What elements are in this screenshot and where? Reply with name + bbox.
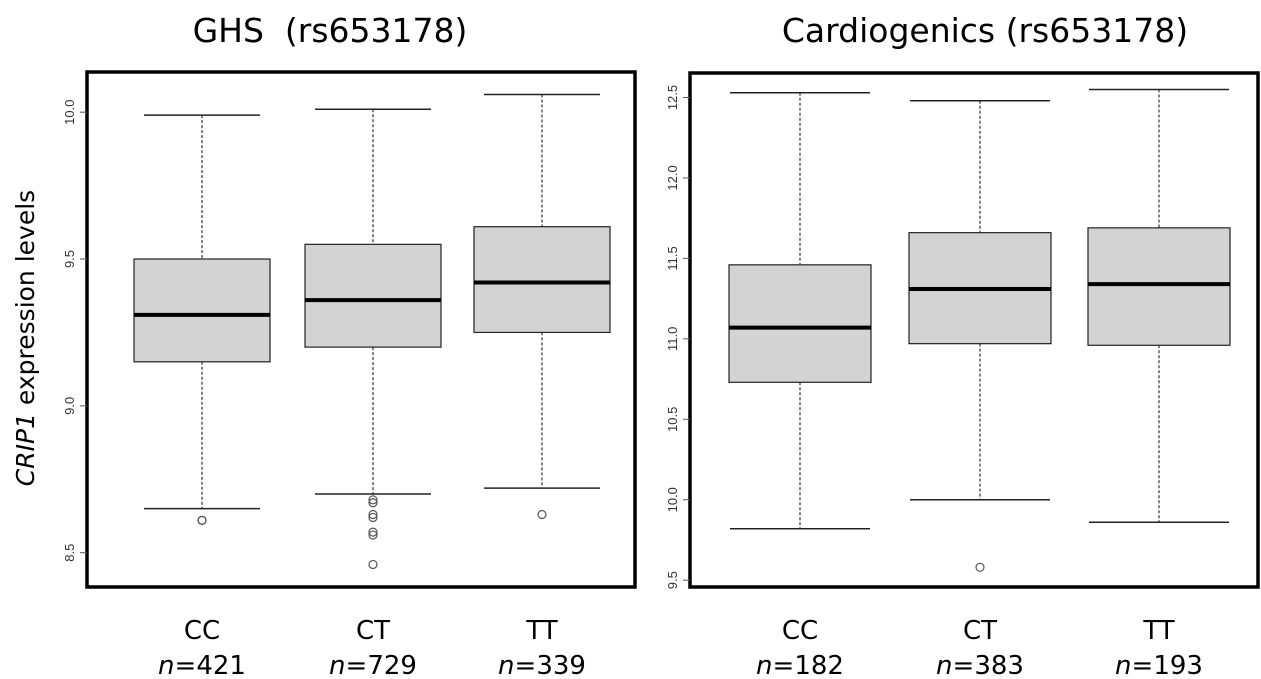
cardiogenics-category-label: CT (963, 616, 997, 646)
ghs-y-tick-label: 8.5 (62, 544, 77, 562)
ghs-sample-size-label: n=729 (329, 651, 417, 679)
cardiogenics-plot-frame (688, 71, 1260, 589)
ghs-outlier-point (368, 498, 378, 508)
cardiogenics-box-ct (908, 99, 1052, 572)
ghs-sample-size-label: n=339 (498, 651, 586, 679)
ghs-panel: GHS (rs653178) 8.59.09.510.0 CCn=421CTn=… (62, 11, 637, 679)
cardiogenics-iqr-box (728, 264, 872, 383)
ghs-boxes (133, 93, 611, 570)
ghs-y-tick-label: 9.0 (62, 397, 77, 415)
cardiogenics-y-axis: 9.5 10.0 10.5 11.0 11.5 12.0 12.5 (665, 85, 690, 589)
ghs-outlier-point (368, 495, 378, 505)
ghs-n-value: =729 (346, 651, 417, 679)
ghs-n-symbol: n (158, 651, 174, 679)
y-axis-label-text: expression levels (11, 190, 40, 413)
cardiogenics-y-tick-label: 12.0 (665, 165, 680, 190)
cardiogenics-sample-size-label: n=383 (936, 651, 1024, 679)
cardiogenics-y-tick-label: 11.0 (665, 327, 680, 351)
ghs-box-cc (133, 114, 271, 525)
cardiogenics-boxes (728, 88, 1231, 572)
y-axis-label-gene: CRIP1 (11, 413, 40, 486)
cardiogenics-n-symbol: n (756, 651, 772, 679)
cardiogenics-iqr-box (1087, 227, 1231, 346)
ghs-category-label: CC (184, 616, 220, 646)
cardiogenics-sample-size-label: n=182 (756, 651, 844, 679)
cardiogenics-panel-title: Cardiogenics (rs653178) (782, 11, 1188, 50)
cardiogenics-y-tick-label: 12.5 (665, 85, 680, 110)
cardiogenics-category-label: TT (1142, 616, 1174, 646)
ghs-category-label: CT (356, 616, 390, 646)
ghs-outlier-point (368, 530, 378, 540)
cardiogenics-n-value: =193 (1132, 651, 1203, 679)
cardiogenics-y-tick-label: 10.0 (665, 487, 680, 512)
ghs-iqr-box (304, 243, 442, 348)
ghs-panel-title: GHS (rs653178) (193, 11, 468, 50)
cardiogenics-panel: Cardiogenics (rs653178) 9.5 10.0 10.5 11.0 1… (665, 11, 1260, 679)
ghs-n-symbol: n (498, 651, 514, 679)
ghs-outlier-point (368, 512, 378, 523)
cardiogenics-n-symbol: n (936, 651, 952, 679)
cardiogenics-y-tick-label: 10.5 (665, 407, 680, 432)
ghs-outlier-point (368, 509, 378, 520)
ghs-n-value: =421 (175, 651, 246, 679)
cardiogenics-y-tick-label: 11.5 (665, 246, 680, 270)
cardiogenics-y-tick-label: 9.5 (665, 571, 680, 589)
cardiogenics-sample-size-label: n=193 (1115, 651, 1203, 679)
cardiogenics-box-cc (728, 91, 872, 530)
cardiogenics-box-tt (1087, 88, 1231, 524)
ghs-iqr-box (133, 258, 271, 363)
ghs-box-ct (304, 108, 442, 570)
y-axis-label: CRIP1 expression levels (11, 190, 40, 486)
ghs-box-tt (473, 93, 611, 520)
ghs-outlier-point (537, 509, 547, 520)
ghs-n-symbol: n (329, 651, 345, 679)
ghs-y-axis: 8.5 9.0 9.5 10.0 (62, 100, 87, 562)
ghs-y-tick-label: 9.5 (62, 250, 77, 268)
ghs-y-tick-label: 10.0 (62, 100, 77, 125)
ghs-plot-frame (85, 70, 637, 589)
cardiogenics-category-label: CC (782, 616, 818, 646)
cardiogenics-n-value: =383 (953, 651, 1024, 679)
ghs-category-label: TT (525, 616, 557, 646)
cardiogenics-outlier-point (975, 562, 985, 572)
cardiogenics-n-symbol: n (1115, 651, 1131, 679)
ghs-iqr-box (473, 226, 611, 334)
ghs-outlier-point (368, 527, 378, 537)
ghs-outlier-point (368, 559, 378, 570)
ghs-outlier-point (197, 515, 207, 525)
ghs-sample-size-label: n=421 (158, 651, 246, 679)
cardiogenics-n-value: =182 (773, 651, 844, 679)
ghs-n-value: =339 (515, 651, 586, 679)
